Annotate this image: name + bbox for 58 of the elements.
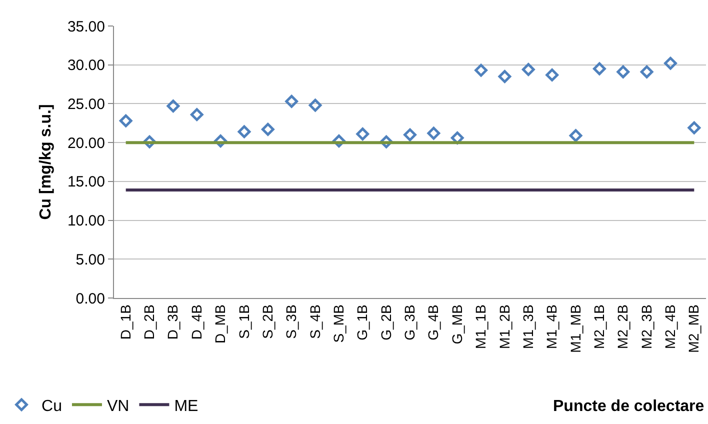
y-tick-label: 35.00	[67, 18, 105, 36]
point	[664, 56, 677, 70]
x-tick-label: D_1B	[117, 304, 134, 340]
y-tick-label: 25.00	[67, 96, 105, 113]
y-tick-label: 5.00	[76, 251, 105, 268]
x-tick-label: M1_4B	[544, 304, 560, 349]
x-tick-label: M1_3B	[520, 304, 536, 349]
point	[285, 94, 298, 108]
x-tick-label: M2_4B	[662, 304, 678, 349]
point	[119, 114, 132, 128]
x-tick-label: G_MB	[448, 304, 465, 344]
x-tick-label: M2_2B	[614, 304, 631, 349]
point	[522, 63, 535, 76]
x-tick-label: M2_MB	[686, 304, 702, 353]
x-tick-label: S_4B	[306, 304, 323, 339]
x-tick-label: D_MB	[212, 304, 228, 344]
x-tick-label: M1_2B	[496, 304, 512, 349]
y-tick-label: 30.00	[67, 57, 105, 74]
point	[640, 65, 654, 78]
x-tick-label: D_4B	[188, 304, 204, 340]
legend-label: VN	[106, 398, 130, 415]
point	[569, 129, 582, 142]
x-tick-label: M1_MB	[567, 304, 584, 353]
point	[592, 62, 606, 76]
point	[616, 65, 630, 78]
point	[427, 126, 440, 140]
point	[261, 122, 274, 136]
point	[546, 68, 559, 82]
point	[688, 121, 701, 134]
point	[190, 108, 204, 122]
y-tick-label: 15.00	[67, 174, 105, 191]
point	[238, 125, 251, 138]
x-tick-label: G_2B	[378, 304, 394, 340]
x-tick-label: S_1B	[236, 304, 252, 339]
x-tick-label: M2_1B	[590, 304, 607, 349]
y-tick-label: 20.00	[67, 134, 105, 152]
point	[404, 128, 416, 142]
x-tick-label: G_4B	[425, 304, 442, 340]
x-tick-label: G_3B	[402, 304, 418, 340]
point	[474, 64, 488, 77]
x-axis-title: Puncte de colectare	[553, 398, 704, 415]
x-tick-label: G_1B	[354, 304, 370, 340]
x-tick-label: S_MB	[330, 304, 347, 343]
point	[166, 100, 180, 112]
legend-label: ME	[174, 398, 198, 415]
x-tick-label: M1_1B	[472, 304, 489, 349]
point	[308, 98, 322, 112]
x-tick-label: D_2B	[141, 304, 158, 340]
x-tick-label: M2_3B	[638, 304, 654, 349]
point	[498, 70, 512, 83]
y-axis-title: Cu [mg/kg s.u.]	[37, 104, 54, 220]
y-tick-label: 10.00	[67, 212, 105, 230]
legend-label: Cu	[42, 398, 62, 415]
point	[356, 128, 370, 140]
x-tick-label: D_3B	[164, 304, 181, 340]
x-tick-label: S_2B	[259, 304, 276, 339]
x-tick-label: S_3B	[283, 304, 300, 339]
y-tick-label: 0.00	[76, 290, 105, 308]
